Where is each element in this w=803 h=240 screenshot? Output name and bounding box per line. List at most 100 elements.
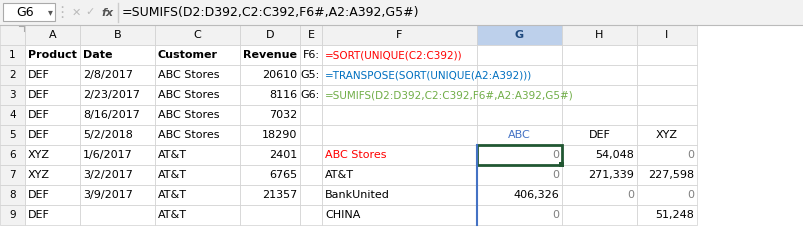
Text: 51,248: 51,248 [654,210,693,220]
Text: DEF: DEF [28,90,50,100]
Bar [321,85,476,105]
Bar [80,165,155,185]
Text: 21357: 21357 [262,190,296,200]
Bar [240,85,300,105]
Text: I: I [665,30,668,40]
Bar [300,165,321,185]
Bar [155,185,240,205]
Bar [0,185,25,205]
Text: 20610: 20610 [262,70,296,80]
Text: 5/2/2018: 5/2/2018 [83,130,132,140]
Bar [240,165,300,185]
Bar [636,125,696,145]
Text: AT&T: AT&T [158,210,187,220]
Text: 4: 4 [9,110,16,120]
Text: 0: 0 [552,210,558,220]
Text: D: D [266,30,274,40]
Bar [80,125,155,145]
Text: 0: 0 [686,150,693,160]
Bar [155,165,240,185]
Text: DEF: DEF [28,70,50,80]
Bar [636,145,696,165]
Bar [155,25,240,45]
Bar [636,65,696,85]
Text: 54,048: 54,048 [594,150,634,160]
Bar [80,205,155,225]
Bar [300,185,321,205]
Text: C: C [194,30,201,40]
Text: 5: 5 [9,130,16,140]
Bar [321,45,476,65]
Bar [0,105,25,125]
Bar [561,185,636,205]
Bar [476,45,561,65]
Bar [561,45,636,65]
Bar [80,65,155,85]
Bar [321,205,476,225]
Bar [476,145,561,165]
Text: ABC Stores: ABC Stores [158,90,219,100]
Text: DEF: DEF [588,130,609,140]
Bar [25,125,80,145]
Bar [321,165,476,185]
Bar [0,25,25,45]
Text: 2/8/2017: 2/8/2017 [83,70,132,80]
Bar [155,105,240,125]
Bar [300,25,321,45]
Bar [476,145,561,165]
Bar [0,0,803,25]
Bar [561,65,636,85]
Bar [476,105,561,125]
Text: DEF: DEF [28,190,50,200]
Bar [636,45,696,65]
Text: ABC Stores: ABC Stores [158,110,219,120]
Bar [300,205,321,225]
Bar [240,125,300,145]
Text: 6765: 6765 [268,170,296,180]
Bar [240,45,300,65]
Bar [25,65,80,85]
Text: 6: 6 [9,150,16,160]
Bar [300,85,321,105]
Bar [3,3,55,21]
Bar [321,145,476,165]
Text: XYZ: XYZ [655,130,677,140]
Bar [0,85,25,105]
Text: 1/6/2017: 1/6/2017 [83,150,132,160]
Bar [155,45,240,65]
Bar [558,162,563,167]
Bar [0,65,25,85]
Text: ⋮: ⋮ [55,5,70,20]
Bar [476,25,561,45]
Bar [80,185,155,205]
Bar [321,185,476,205]
Bar [0,45,25,65]
Bar [25,105,80,125]
Bar [155,145,240,165]
Text: XYZ: XYZ [28,150,50,160]
Text: =SORT(UNIQUE(C2:C392)): =SORT(UNIQUE(C2:C392)) [324,50,462,60]
Bar [240,205,300,225]
Bar [636,25,696,45]
Text: 9: 9 [9,210,16,220]
Bar [80,105,155,125]
Text: CHINA: CHINA [324,210,360,220]
Text: 7: 7 [9,170,16,180]
Text: 18290: 18290 [261,130,296,140]
Text: ✕: ✕ [71,7,80,18]
Bar [25,145,80,165]
Bar [300,65,321,85]
Text: AT&T: AT&T [158,170,187,180]
Bar [240,145,300,165]
Text: 3/9/2017: 3/9/2017 [83,190,132,200]
Text: G5:: G5: [300,70,320,80]
Text: 0: 0 [626,190,634,200]
Bar [0,125,25,145]
Bar [300,125,321,145]
Bar [240,105,300,125]
Bar [25,45,80,65]
Text: 8/16/2017: 8/16/2017 [83,110,140,120]
Bar [321,125,476,145]
Bar [80,45,155,65]
Bar [155,85,240,105]
